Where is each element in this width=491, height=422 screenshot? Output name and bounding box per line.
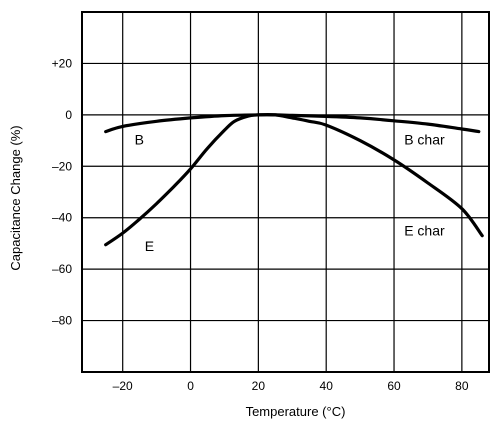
x-tick-labels: –20 0 20 40 60 80 xyxy=(113,379,469,393)
x-tick-label: 40 xyxy=(320,379,334,393)
series-annotations: B B char E E char xyxy=(135,131,445,254)
annotation-b-char: B char xyxy=(404,131,445,147)
x-axis-title: Temperature (°C) xyxy=(246,404,346,419)
y-tick-label: –20 xyxy=(52,159,72,173)
y-tick-label: +20 xyxy=(52,56,73,70)
y-tick-labels: +20 0 –20 –40 –60 –80 xyxy=(52,56,73,327)
grid-lines xyxy=(82,12,489,372)
x-tick-label: 20 xyxy=(252,379,266,393)
x-tick-label: 0 xyxy=(187,379,194,393)
annotation-b: B xyxy=(135,131,144,147)
y-tick-label: –80 xyxy=(52,314,72,328)
y-tick-label: 0 xyxy=(65,108,72,122)
series-line-e xyxy=(104,112,484,247)
y-tick-label: –40 xyxy=(52,211,72,225)
y-axis-title: Capacitance Change (%) xyxy=(8,125,23,270)
x-tick-label: 80 xyxy=(455,379,469,393)
annotation-e-char: E char xyxy=(404,223,445,239)
plot-frame xyxy=(81,11,490,373)
annotation-e: E xyxy=(145,238,154,254)
x-tick-label: –20 xyxy=(113,379,133,393)
x-tick-label: 60 xyxy=(387,379,401,393)
series-curves xyxy=(104,112,484,247)
y-tick-label: –60 xyxy=(52,262,72,276)
